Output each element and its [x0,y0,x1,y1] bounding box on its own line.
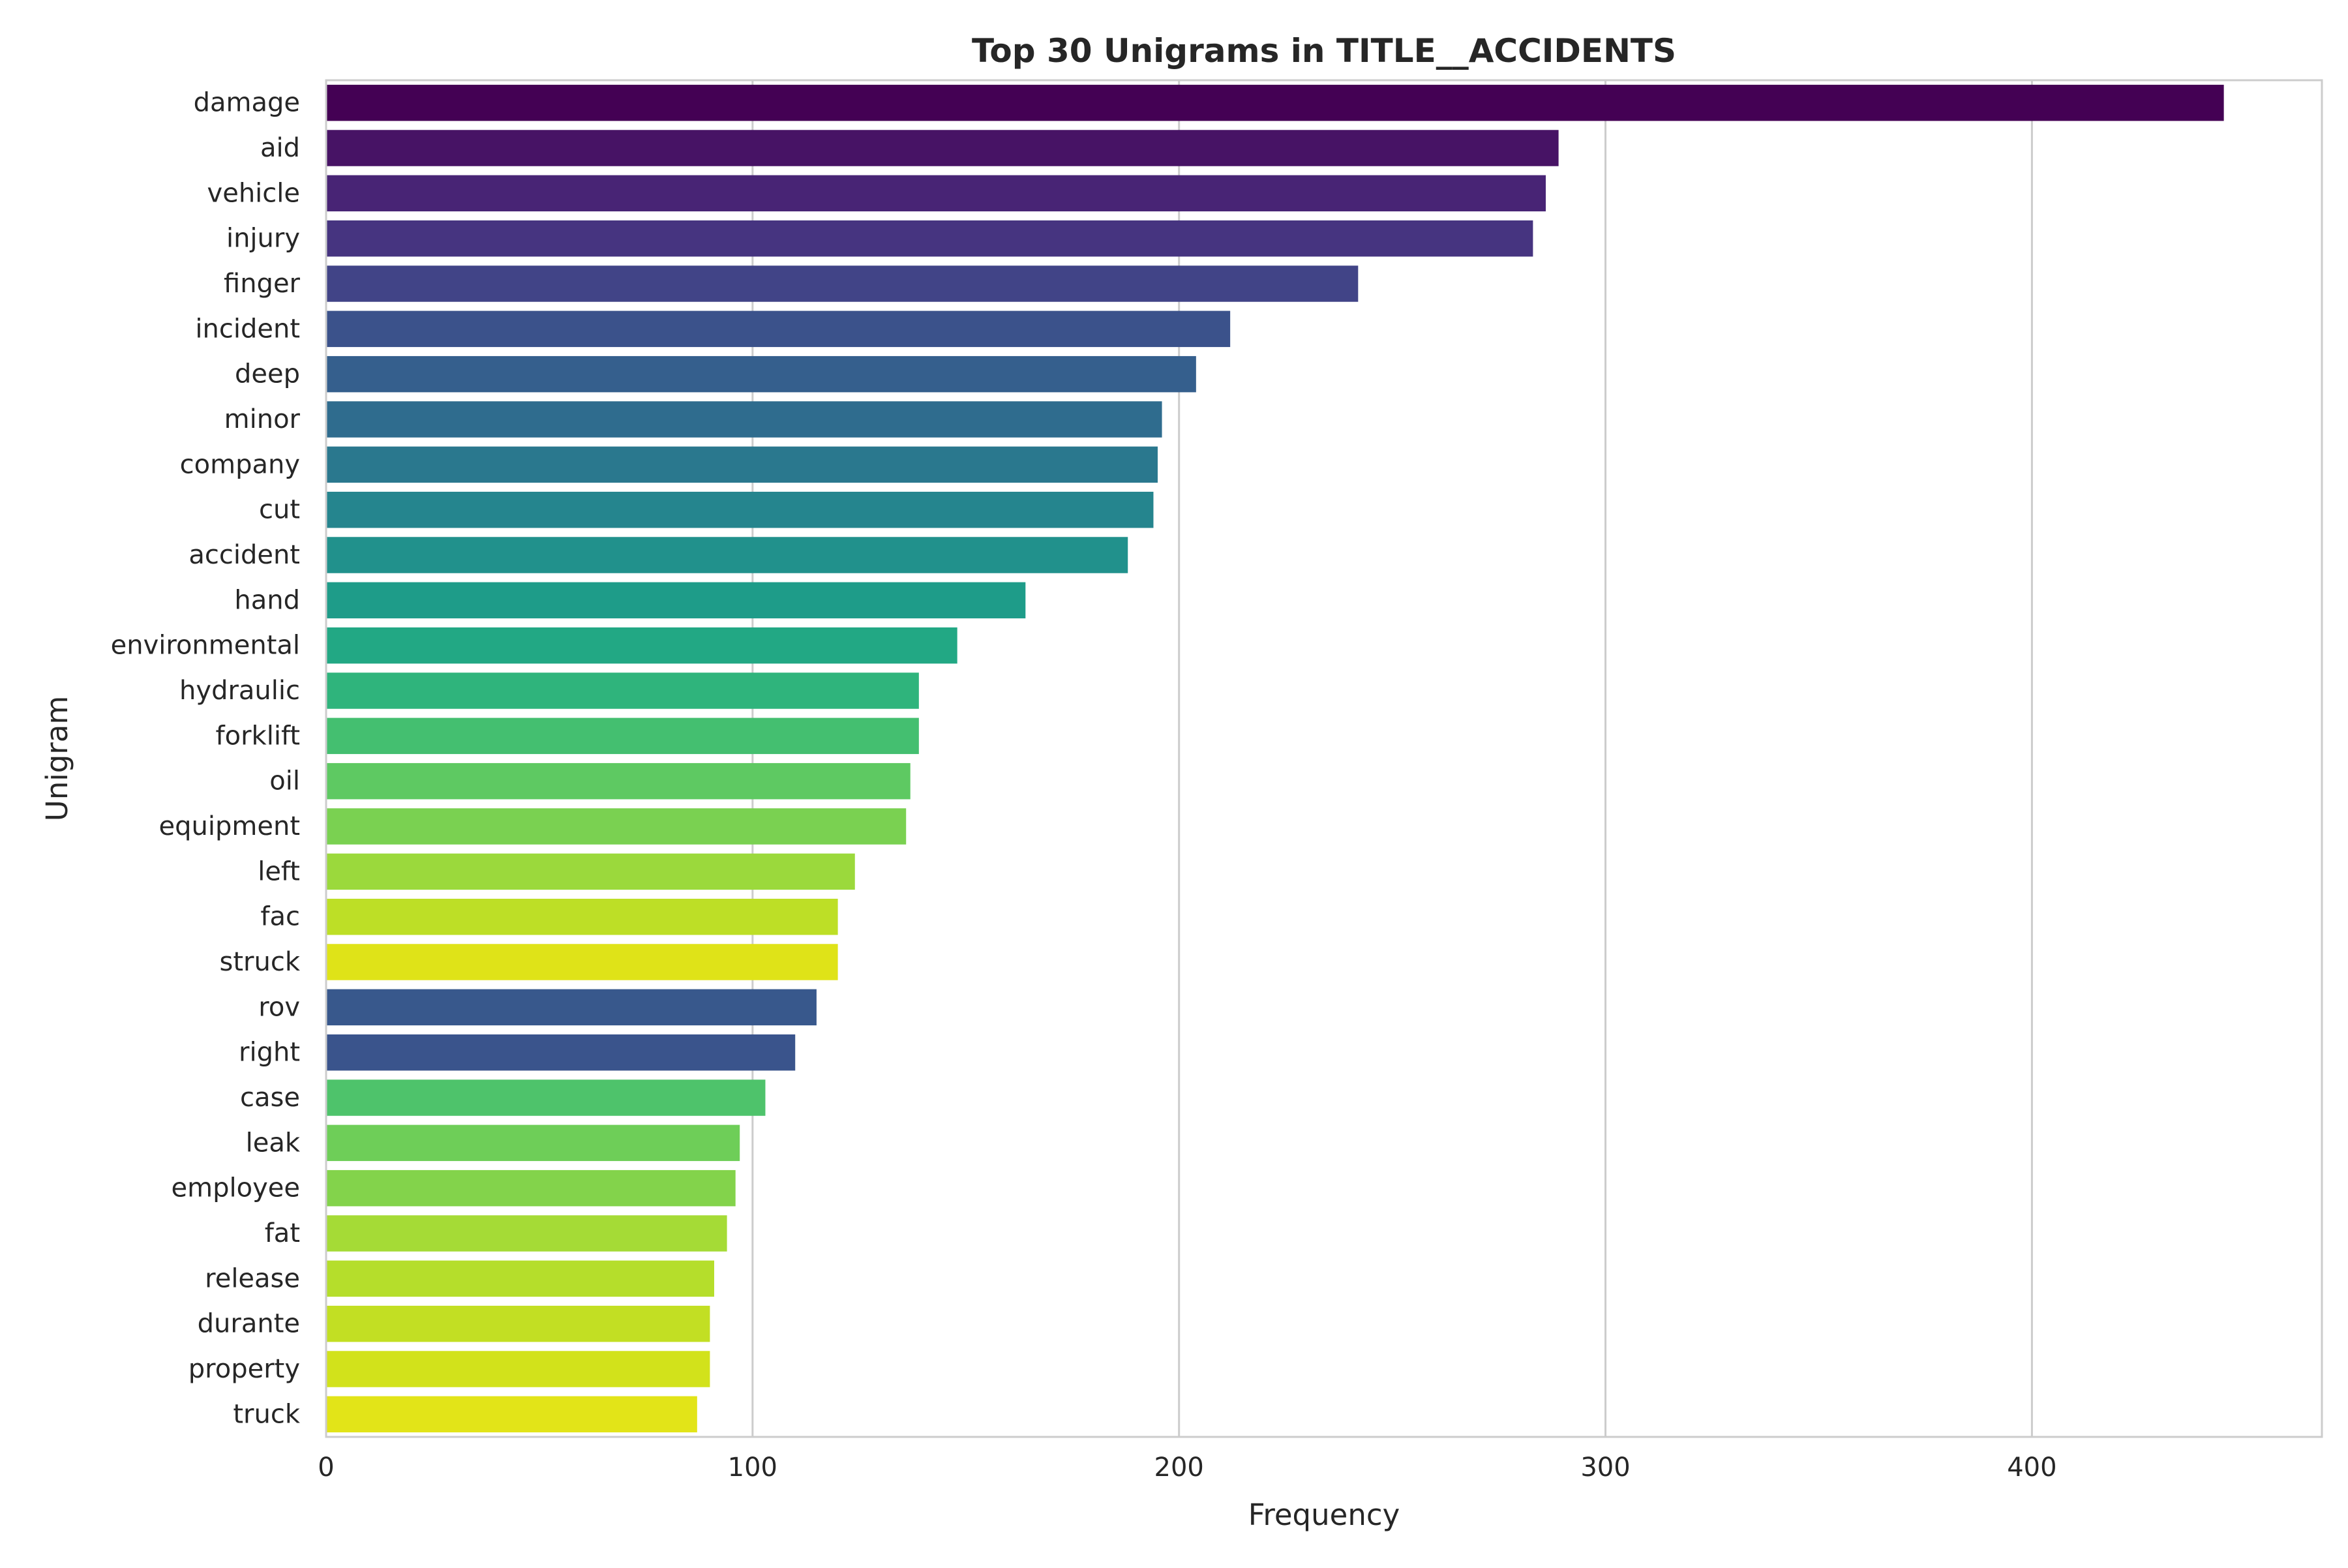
y-tick-label-property: property [188,1354,300,1384]
bar-incident [326,310,1231,348]
y-tick-label-right: right [239,1038,300,1068]
bar-environmental [326,627,957,664]
y-tick-label-minor: minor [224,404,301,434]
y-tick-label-cut: cut [259,495,300,525]
bar-damage [326,84,2224,121]
y-tick-label-forklift: forklift [216,721,300,751]
y-tick-label-fat: fat [265,1218,300,1248]
y-tick-label-fac: fac [260,902,300,932]
y-tick-label-finger: finger [224,269,301,299]
bar-left [326,853,855,890]
x-axis-label: Frequency [1248,1498,1400,1532]
bar-employee [326,1169,736,1207]
bar-fac [326,898,838,935]
bar-equipment [326,808,907,845]
y-tick-label-rov: rov [258,992,300,1022]
bar-hand [326,582,1026,619]
y-tick-label-environmental: environmental [111,631,300,661]
bar-hydraulic [326,672,919,709]
y-tick-label-incident: incident [195,314,300,344]
y-axis-label: Unigram [40,696,74,821]
y-tick-label-damage: damage [194,88,300,118]
x-tick-labels: 0 100 200 300 400 [318,1453,2056,1483]
y-tick-label-truck: truck [233,1399,300,1429]
bar-release [326,1260,714,1297]
x-tick-label: 400 [2007,1453,2056,1483]
y-tick-label-employee: employee [172,1173,300,1203]
chart-title: Top 30 Unigrams in TITLE__ACCIDENTS [972,32,1676,70]
bar-vehicle [326,175,1546,212]
x-tick-label: 300 [1580,1453,1630,1483]
bar-oil [326,762,911,800]
bar-cut [326,491,1154,528]
y-tick-label-hand: hand [234,585,300,615]
x-tick-label: 200 [1154,1453,1204,1483]
plot-frame [325,79,2323,1438]
y-tick-label-hydraulic: hydraulic [179,676,300,706]
bar-struck [326,944,838,980]
y-tick-labels: damage aid vehicle injury finger incident deep… [111,88,301,1430]
bar-rov [326,989,817,1026]
bar-finger [326,265,1359,302]
x-tick-label: 0 [318,1453,334,1483]
y-tick-label-durante: durante [198,1309,300,1339]
bar-minor [326,401,1162,438]
bar-leak [326,1124,740,1162]
bar-accident [326,537,1128,573]
bar-truck [326,1396,697,1433]
y-tick-label-vehicle: vehicle [207,178,300,208]
bar-deep [326,355,1196,393]
bar-case [326,1079,766,1116]
bar-property [326,1351,710,1387]
bar-aid [326,130,1559,166]
y-tick-label-aid: aid [260,133,300,163]
y-tick-label-case: case [240,1083,300,1113]
y-tick-label-leak: leak [246,1128,301,1158]
y-tick-label-oil: oil [269,766,300,796]
y-tick-label-equipment: equipment [159,811,300,841]
bars [326,84,2224,1433]
y-tick-label-struck: struck [220,947,301,977]
y-tick-label-company: company [180,449,300,479]
bar-durante [326,1305,710,1342]
y-tick-label-deep: deep [235,359,300,389]
x-tick-label: 100 [728,1453,777,1483]
y-tick-label-injury: injury [226,224,300,254]
bar-forklift [326,717,919,755]
y-tick-label-release: release [205,1263,300,1293]
bar-injury [326,220,1533,257]
bar-right [326,1034,796,1071]
y-tick-label-left: left [258,856,300,886]
bar-company [326,446,1158,483]
y-tick-label-accident: accident [188,540,300,570]
bar-fat [326,1215,727,1252]
